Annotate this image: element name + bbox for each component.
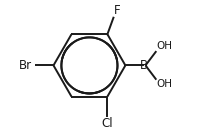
Text: OH: OH <box>156 79 172 89</box>
Text: Br: Br <box>19 59 33 72</box>
Text: F: F <box>114 4 121 17</box>
Text: OH: OH <box>156 41 172 51</box>
Text: B: B <box>140 59 149 72</box>
Text: Cl: Cl <box>102 117 113 130</box>
